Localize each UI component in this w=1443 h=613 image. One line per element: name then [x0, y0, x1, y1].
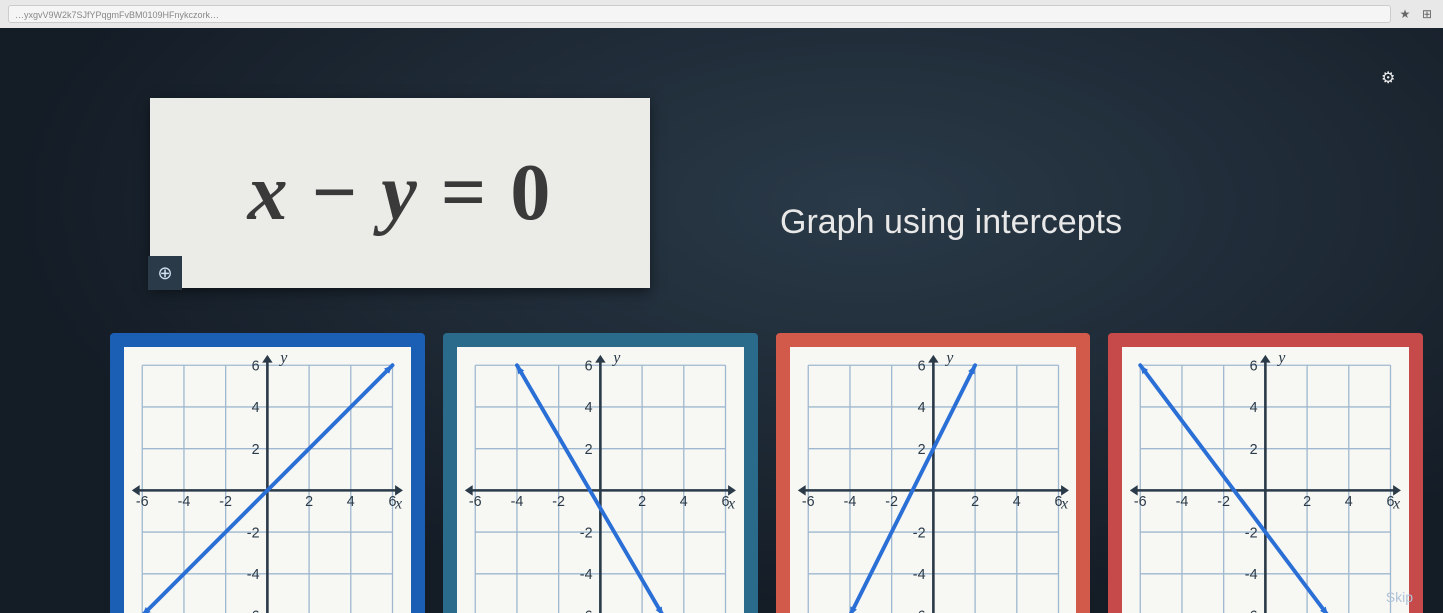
svg-text:-6: -6 [801, 494, 814, 510]
skip-button[interactable]: Skip [1386, 589, 1413, 605]
equation-var-y: y [381, 149, 419, 237]
svg-text:-4: -4 [1245, 567, 1258, 583]
zoom-in-button[interactable]: ⊕ [148, 256, 182, 290]
svg-text:y: y [611, 350, 620, 367]
svg-text:-2: -2 [1218, 494, 1231, 510]
svg-text:-4: -4 [580, 567, 593, 583]
svg-text:2: 2 [584, 442, 592, 458]
svg-text:-6: -6 [1245, 609, 1258, 613]
svg-text:-4: -4 [912, 567, 925, 583]
svg-text:4: 4 [1012, 494, 1020, 510]
svg-text:-2: -2 [1245, 525, 1258, 541]
svg-text:6: 6 [584, 358, 592, 374]
svg-text:4: 4 [584, 400, 592, 416]
svg-text:-4: -4 [178, 494, 191, 510]
gear-icon[interactable]: ⚙ [1381, 68, 1403, 90]
graph-c: -6-4-2246-6-4-2246yx [790, 347, 1077, 613]
svg-text:-6: -6 [469, 494, 482, 510]
svg-text:4: 4 [252, 400, 260, 416]
equation-text: x − y = 0 [248, 148, 553, 239]
graph-b: -6-4-2246-6-4-2246yx [457, 347, 744, 613]
svg-text:-2: -2 [912, 525, 925, 541]
answer-row: -6 -4 -2 2 4 6 -6 -4 -2 2 4 6 y x -6 -4 -2 2 4 6 -6 -4 -2 2 4 6 y… [110, 333, 1423, 613]
svg-text:-2: -2 [219, 494, 232, 510]
equation-card: x − y = 0 ⊕ [150, 98, 650, 288]
answer-choice-b[interactable]: -6-4-2246-6-4-2246yx [443, 333, 758, 613]
star-icon[interactable]: ★ [1397, 6, 1413, 22]
browser-chrome: …yxgvV9W2k7SJfYPqgmFvBM0109HFnykczork… ★… [0, 0, 1443, 28]
instruction-text: Graph using intercepts [780, 203, 1122, 242]
svg-text:2: 2 [1303, 494, 1311, 510]
graph-a: -6-4-2246-6-4-2246yx [124, 347, 411, 613]
equation-equals: = [419, 149, 511, 237]
svg-text:4: 4 [917, 400, 925, 416]
svg-text:x: x [727, 496, 735, 513]
svg-text:-4: -4 [247, 567, 260, 583]
svg-text:-6: -6 [580, 609, 593, 613]
svg-text:y: y [944, 350, 953, 367]
svg-text:-6: -6 [912, 609, 925, 613]
svg-text:x: x [1392, 496, 1400, 513]
svg-text:2: 2 [917, 442, 925, 458]
svg-text:-2: -2 [247, 525, 260, 541]
answer-choice-d[interactable]: -6-4-2246-6-4-2246yx [1108, 333, 1423, 613]
equation-var-x: x [248, 149, 290, 237]
quiz-stage: ⚙ x − y = 0 ⊕ Graph using intercepts -6-… [0, 28, 1443, 613]
svg-text:x: x [394, 496, 402, 513]
svg-text:-4: -4 [1176, 494, 1189, 510]
svg-text:-4: -4 [510, 494, 523, 510]
url-bar[interactable]: …yxgvV9W2k7SJfYPqgmFvBM0109HFnykczork… [8, 5, 1391, 23]
svg-text:2: 2 [252, 442, 260, 458]
extension-icon[interactable]: ⊞ [1419, 6, 1435, 22]
svg-text:y: y [1277, 350, 1286, 367]
svg-text:-2: -2 [552, 494, 565, 510]
svg-text:-6: -6 [1134, 494, 1147, 510]
svg-text:6: 6 [252, 358, 260, 374]
svg-text:6: 6 [917, 358, 925, 374]
svg-text:-2: -2 [580, 525, 593, 541]
svg-text:-6: -6 [247, 609, 260, 613]
svg-text:2: 2 [638, 494, 646, 510]
svg-text:4: 4 [347, 494, 355, 510]
answer-choice-a[interactable]: -6-4-2246-6-4-2246yx [110, 333, 425, 613]
svg-text:4: 4 [1250, 400, 1258, 416]
svg-text:4: 4 [680, 494, 688, 510]
svg-text:2: 2 [1250, 442, 1258, 458]
svg-text:-6: -6 [136, 494, 149, 510]
equation-minus: − [290, 149, 382, 237]
svg-text:x: x [1060, 496, 1068, 513]
svg-text:6: 6 [1250, 358, 1258, 374]
svg-text:-2: -2 [885, 494, 898, 510]
graph-d: -6-4-2246-6-4-2246yx [1122, 347, 1409, 613]
answer-choice-c[interactable]: -6-4-2246-6-4-2246yx [776, 333, 1091, 613]
svg-text:-4: -4 [843, 494, 856, 510]
svg-text:2: 2 [305, 494, 313, 510]
equation-rhs: 0 [510, 149, 552, 237]
svg-text:2: 2 [971, 494, 979, 510]
svg-text:4: 4 [1345, 494, 1353, 510]
svg-text:y: y [278, 350, 287, 367]
